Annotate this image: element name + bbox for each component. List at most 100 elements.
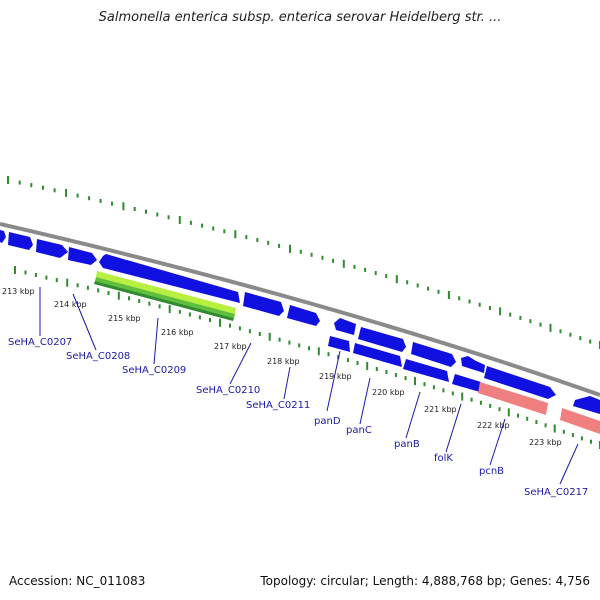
gene-feature[interactable] [478, 382, 548, 415]
gene-feature[interactable] [353, 343, 402, 367]
minor-tick-mark [86, 285, 89, 290]
minor-tick-mark [519, 315, 522, 320]
gene-label[interactable]: panC [346, 425, 372, 436]
minor-tick-mark [45, 275, 48, 280]
gene-feature[interactable] [573, 396, 600, 414]
major-tick-mark [317, 347, 320, 356]
minor-tick-mark [321, 255, 324, 260]
gene-feature[interactable] [461, 356, 485, 373]
gene-feature[interactable] [36, 239, 68, 258]
minor-tick-mark [188, 312, 191, 317]
major-tick-mark [117, 291, 120, 300]
gene-label[interactable]: panB [394, 439, 420, 450]
tick-label: 220 kbp [372, 388, 405, 397]
major-tick-mark [168, 305, 171, 314]
minor-tick-mark [148, 301, 151, 306]
minor-tick-mark [470, 397, 473, 402]
gene-feature[interactable] [328, 336, 350, 352]
gene-feature[interactable] [403, 359, 449, 382]
green-track-feature [95, 277, 235, 318]
gene-label[interactable]: pcnB [479, 466, 504, 477]
major-tick-mark [553, 424, 556, 433]
gene-label[interactable]: SeHA_C0207 [8, 337, 72, 348]
major-tick-mark [234, 230, 237, 239]
leader-line [229, 342, 252, 385]
minor-tick-mark [562, 429, 565, 434]
minor-tick-mark [356, 361, 359, 365]
major-tick-mark [549, 323, 552, 332]
leader-line [326, 350, 341, 412]
scale-ticks: 213 kbp 214 kbp 215 kbp 216 kbp 217 kbp … [2, 287, 562, 447]
gene-feature[interactable] [484, 366, 556, 399]
minor-tick-mark [298, 343, 301, 348]
minor-tick-mark [55, 278, 58, 283]
gene-feature[interactable] [334, 318, 356, 335]
gene-feature[interactable] [560, 408, 600, 434]
major-tick-mark [342, 259, 345, 268]
minor-tick-mark [451, 391, 454, 396]
minor-tick-mark [535, 420, 538, 424]
tick-label: 216 kbp [161, 328, 194, 337]
gene-labels: SeHA_C0207 SeHA_C0208 SeHA_C0209 SeHA_C0… [8, 337, 588, 498]
minor-tick-mark [509, 312, 512, 317]
minor-tick-mark [442, 388, 445, 393]
minor-tick-mark [332, 258, 335, 263]
minor-tick-mark [364, 267, 367, 272]
minor-tick-mark [97, 288, 100, 293]
minor-tick-mark [517, 413, 519, 418]
gene-feature[interactable] [358, 327, 406, 352]
major-tick-mark [219, 318, 221, 327]
accession-text: Accession: NC_011083 [9, 574, 146, 588]
gene-label[interactable]: SeHA_C0211 [246, 400, 310, 411]
minor-tick-mark [427, 286, 430, 291]
gene-label[interactable]: folK [434, 453, 453, 464]
minor-tick-mark [526, 416, 529, 421]
gene-feature[interactable] [99, 254, 240, 303]
tick-label: 221 kbp [424, 405, 457, 414]
major-tick-mark [178, 216, 181, 224]
minor-tick-mark [404, 376, 407, 381]
minor-tick-mark [145, 209, 147, 214]
gene-label[interactable]: SeHA_C0208 [66, 351, 130, 362]
major-tick-mark [447, 291, 450, 299]
leader-lines [39, 287, 579, 485]
gene-feature[interactable] [411, 342, 456, 367]
minor-tick-mark [42, 185, 44, 190]
minor-tick-mark [88, 196, 91, 201]
minor-tick-mark [267, 240, 270, 245]
leader-line [405, 391, 421, 439]
minor-tick-mark [24, 270, 27, 275]
minor-tick-mark [579, 336, 582, 341]
minor-tick-mark [394, 373, 397, 377]
gene-features [0, 230, 600, 434]
major-tick-mark [507, 408, 510, 417]
map-title: Salmonella enterica subsp. enterica sero… [98, 10, 502, 25]
gene-feature[interactable] [68, 247, 97, 265]
minor-tick-mark [107, 291, 110, 296]
minor-tick-mark [258, 332, 261, 336]
minor-tick-mark [498, 407, 501, 412]
gene-feature[interactable] [452, 374, 481, 392]
leader-line [72, 293, 97, 351]
gene-label[interactable]: SeHA_C0209 [122, 365, 186, 376]
minor-tick-mark [479, 400, 482, 405]
major-tick-mark [66, 278, 69, 287]
minor-tick-mark [189, 220, 192, 225]
gene-label[interactable]: SeHA_C0210 [196, 385, 260, 396]
minor-tick-mark [374, 271, 377, 275]
minor-tick-mark [278, 243, 281, 248]
major-tick-mark [499, 307, 502, 316]
outer-dotted-track [7, 176, 600, 349]
major-tick-mark [395, 275, 398, 284]
gene-feature[interactable] [0, 230, 6, 243]
minor-tick-mark [209, 318, 211, 322]
gene-label[interactable]: SeHA_C0217 [524, 487, 588, 498]
gene-feature[interactable] [243, 292, 284, 316]
gene-feature[interactable] [8, 232, 33, 250]
major-tick-mark [65, 188, 68, 197]
minor-tick-mark [99, 198, 102, 203]
gene-label[interactable]: panD [314, 416, 341, 427]
minor-tick-mark [299, 249, 302, 254]
gene-feature[interactable] [287, 305, 320, 326]
